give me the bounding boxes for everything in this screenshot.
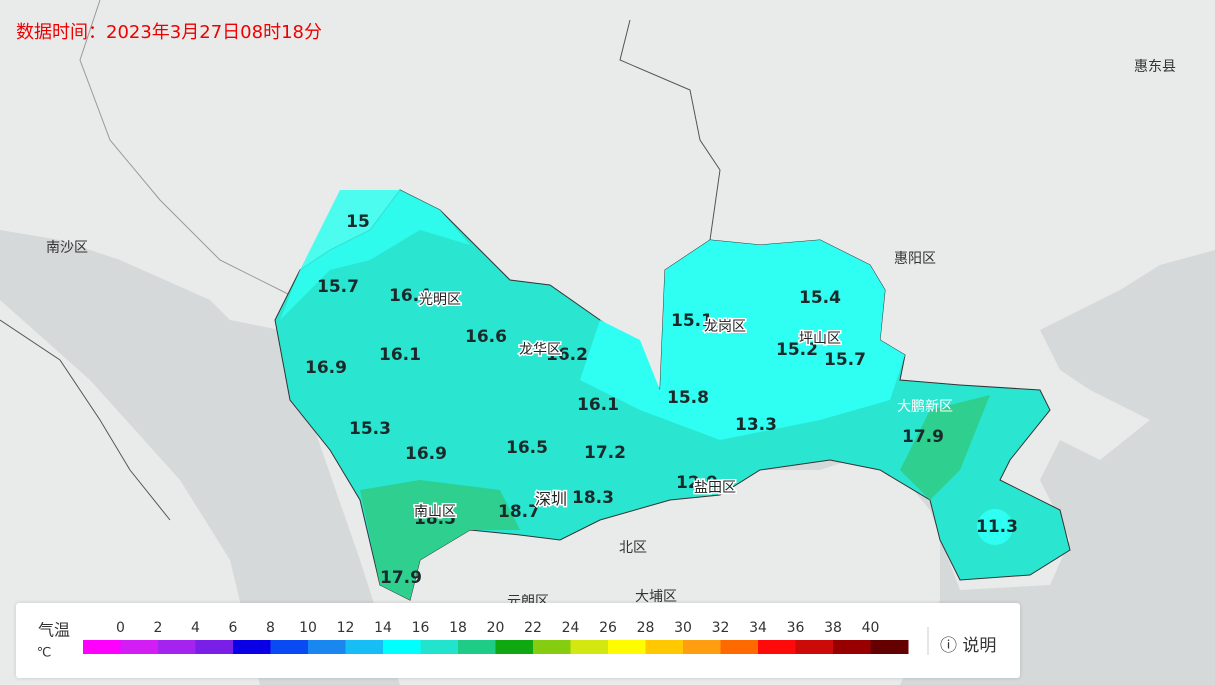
temp-label: 11.3 xyxy=(976,517,1018,537)
place-label: 惠阳区 xyxy=(894,251,936,267)
place-label: 龙岗区 xyxy=(704,319,746,335)
legend-swatch xyxy=(570,640,609,654)
legend-swatch xyxy=(608,640,646,654)
legend-swatch xyxy=(795,640,834,654)
legend-tick-label: 38 xyxy=(824,620,842,636)
legend-swatch xyxy=(120,640,159,654)
temp-label: 17.9 xyxy=(902,427,944,447)
help-button[interactable]: ⓘ 说明 xyxy=(940,636,997,656)
temp-label: 16.4 xyxy=(389,286,431,306)
temp-label: 16.2 xyxy=(546,345,588,365)
place-label: 南沙区 xyxy=(46,240,88,256)
temp-label: 13.3 xyxy=(735,415,777,435)
place-label: 光明区 xyxy=(419,292,461,308)
temp-label: 15.4 xyxy=(799,288,841,308)
legend-tick-label: 40 xyxy=(862,620,880,636)
legend-tick-label: 4 xyxy=(191,620,200,636)
legend-swatch xyxy=(458,640,496,654)
legend-tick-label: 28 xyxy=(637,620,655,636)
place-label: 盐田区 xyxy=(694,480,736,496)
place-label: 惠东县 xyxy=(1134,59,1176,75)
place-label: 北区 xyxy=(619,540,647,556)
legend-tick-label: 12 xyxy=(337,620,355,636)
legend-tick-label: 16 xyxy=(412,620,430,636)
legend-swatch xyxy=(270,640,309,654)
legend-tick-label: 34 xyxy=(749,620,767,636)
legend-swatch xyxy=(233,640,271,654)
temp-label: 15.1 xyxy=(671,311,713,331)
legend-tick-label: 10 xyxy=(299,620,317,636)
temp-label: 15.8 xyxy=(667,388,709,408)
place-label: 深圳 xyxy=(535,490,567,509)
help-label[interactable]: 说明 xyxy=(962,636,997,656)
legend-swatch xyxy=(533,640,571,654)
temp-label: 18.5 xyxy=(414,509,456,529)
temp-label: 17.9 xyxy=(380,568,422,588)
legend-tick-label: 14 xyxy=(374,620,392,636)
temp-label: 16.6 xyxy=(465,327,507,347)
temp-label: 18.7 xyxy=(498,502,540,522)
place-label: 南山区 xyxy=(414,504,456,520)
legend-swatch xyxy=(645,640,684,654)
temp-label: 15.3 xyxy=(349,419,391,439)
legend-tick-label: 24 xyxy=(562,620,580,636)
temp-label: 16.1 xyxy=(577,395,619,415)
legend-tick-label: 36 xyxy=(787,620,805,636)
place-label: 龙华区 xyxy=(519,342,561,358)
legend-swatch xyxy=(870,640,909,654)
temp-label: 18.3 xyxy=(572,488,614,508)
temp-label: 16.9 xyxy=(305,358,347,378)
legend-unit: ℃ xyxy=(37,646,52,661)
legend-tick-label: 0 xyxy=(116,620,125,636)
place-label: 大埔区 xyxy=(635,589,677,605)
legend-swatch xyxy=(83,640,121,654)
place-label: 大鹏新区 xyxy=(897,399,953,415)
legend-title: 气温 xyxy=(38,621,70,640)
legend-tick-label: 22 xyxy=(524,620,542,636)
place-label: 坪山区 xyxy=(799,331,841,347)
legend-tick-label: 8 xyxy=(266,620,275,636)
legend-swatch xyxy=(758,640,796,654)
legend-swatch xyxy=(383,640,421,654)
temp-label: 16.1 xyxy=(379,345,421,365)
timestamp: 数据时间：2023年3月27日08时18分 xyxy=(16,22,322,43)
legend-tick-label: 6 xyxy=(229,620,238,636)
legend-swatch xyxy=(833,640,871,654)
legend-tick-label: 30 xyxy=(674,620,692,636)
temp-label: 15.7 xyxy=(317,277,359,297)
legend-swatch xyxy=(308,640,346,654)
legend-swatch xyxy=(720,640,759,654)
legend-tick-label: 26 xyxy=(599,620,617,636)
temperature-labels: 15 15.7 16.4 16.1 16.6 16.2 16.9 15.3 16… xyxy=(305,212,1018,588)
temp-label: 16.5 xyxy=(506,438,548,458)
legend-swatch xyxy=(158,640,196,654)
legend-tick-label: 32 xyxy=(712,620,730,636)
legend-bar: 气温 ℃ 0 2 4 6 8 10 12 14 16 18 20 22 24 26 28 30 32 34 36 38… xyxy=(37,620,929,661)
temp-label: 15.7 xyxy=(824,350,866,370)
legend-tick-label: 20 xyxy=(487,620,505,636)
temp-label: 12.9 xyxy=(676,473,718,493)
legend-swatch xyxy=(495,640,534,654)
temperature-field xyxy=(274,189,1071,601)
legend-tick-label: 2 xyxy=(154,620,163,636)
legend: 气温 ℃ 0 2 4 6 8 10 12 14 16 18 20 22 24 26 28 30 32 34 36 38… xyxy=(16,603,1020,678)
place-labels: 惠东县 南沙区 惠阳区 光明区 龙华区 龙岗区 坪山区 大鹏新区 南山区 深圳 … xyxy=(46,59,1176,610)
legend-swatch xyxy=(345,640,384,654)
legend-swatch xyxy=(195,640,234,654)
legend-tick-label: 18 xyxy=(449,620,467,636)
legend-swatch xyxy=(420,640,459,654)
temp-label: 15.2 xyxy=(776,340,818,360)
temp-label: 16.9 xyxy=(405,444,447,464)
temp-label: 17.2 xyxy=(584,443,626,463)
legend-swatch xyxy=(683,640,721,654)
temp-label: 15 xyxy=(346,212,370,232)
